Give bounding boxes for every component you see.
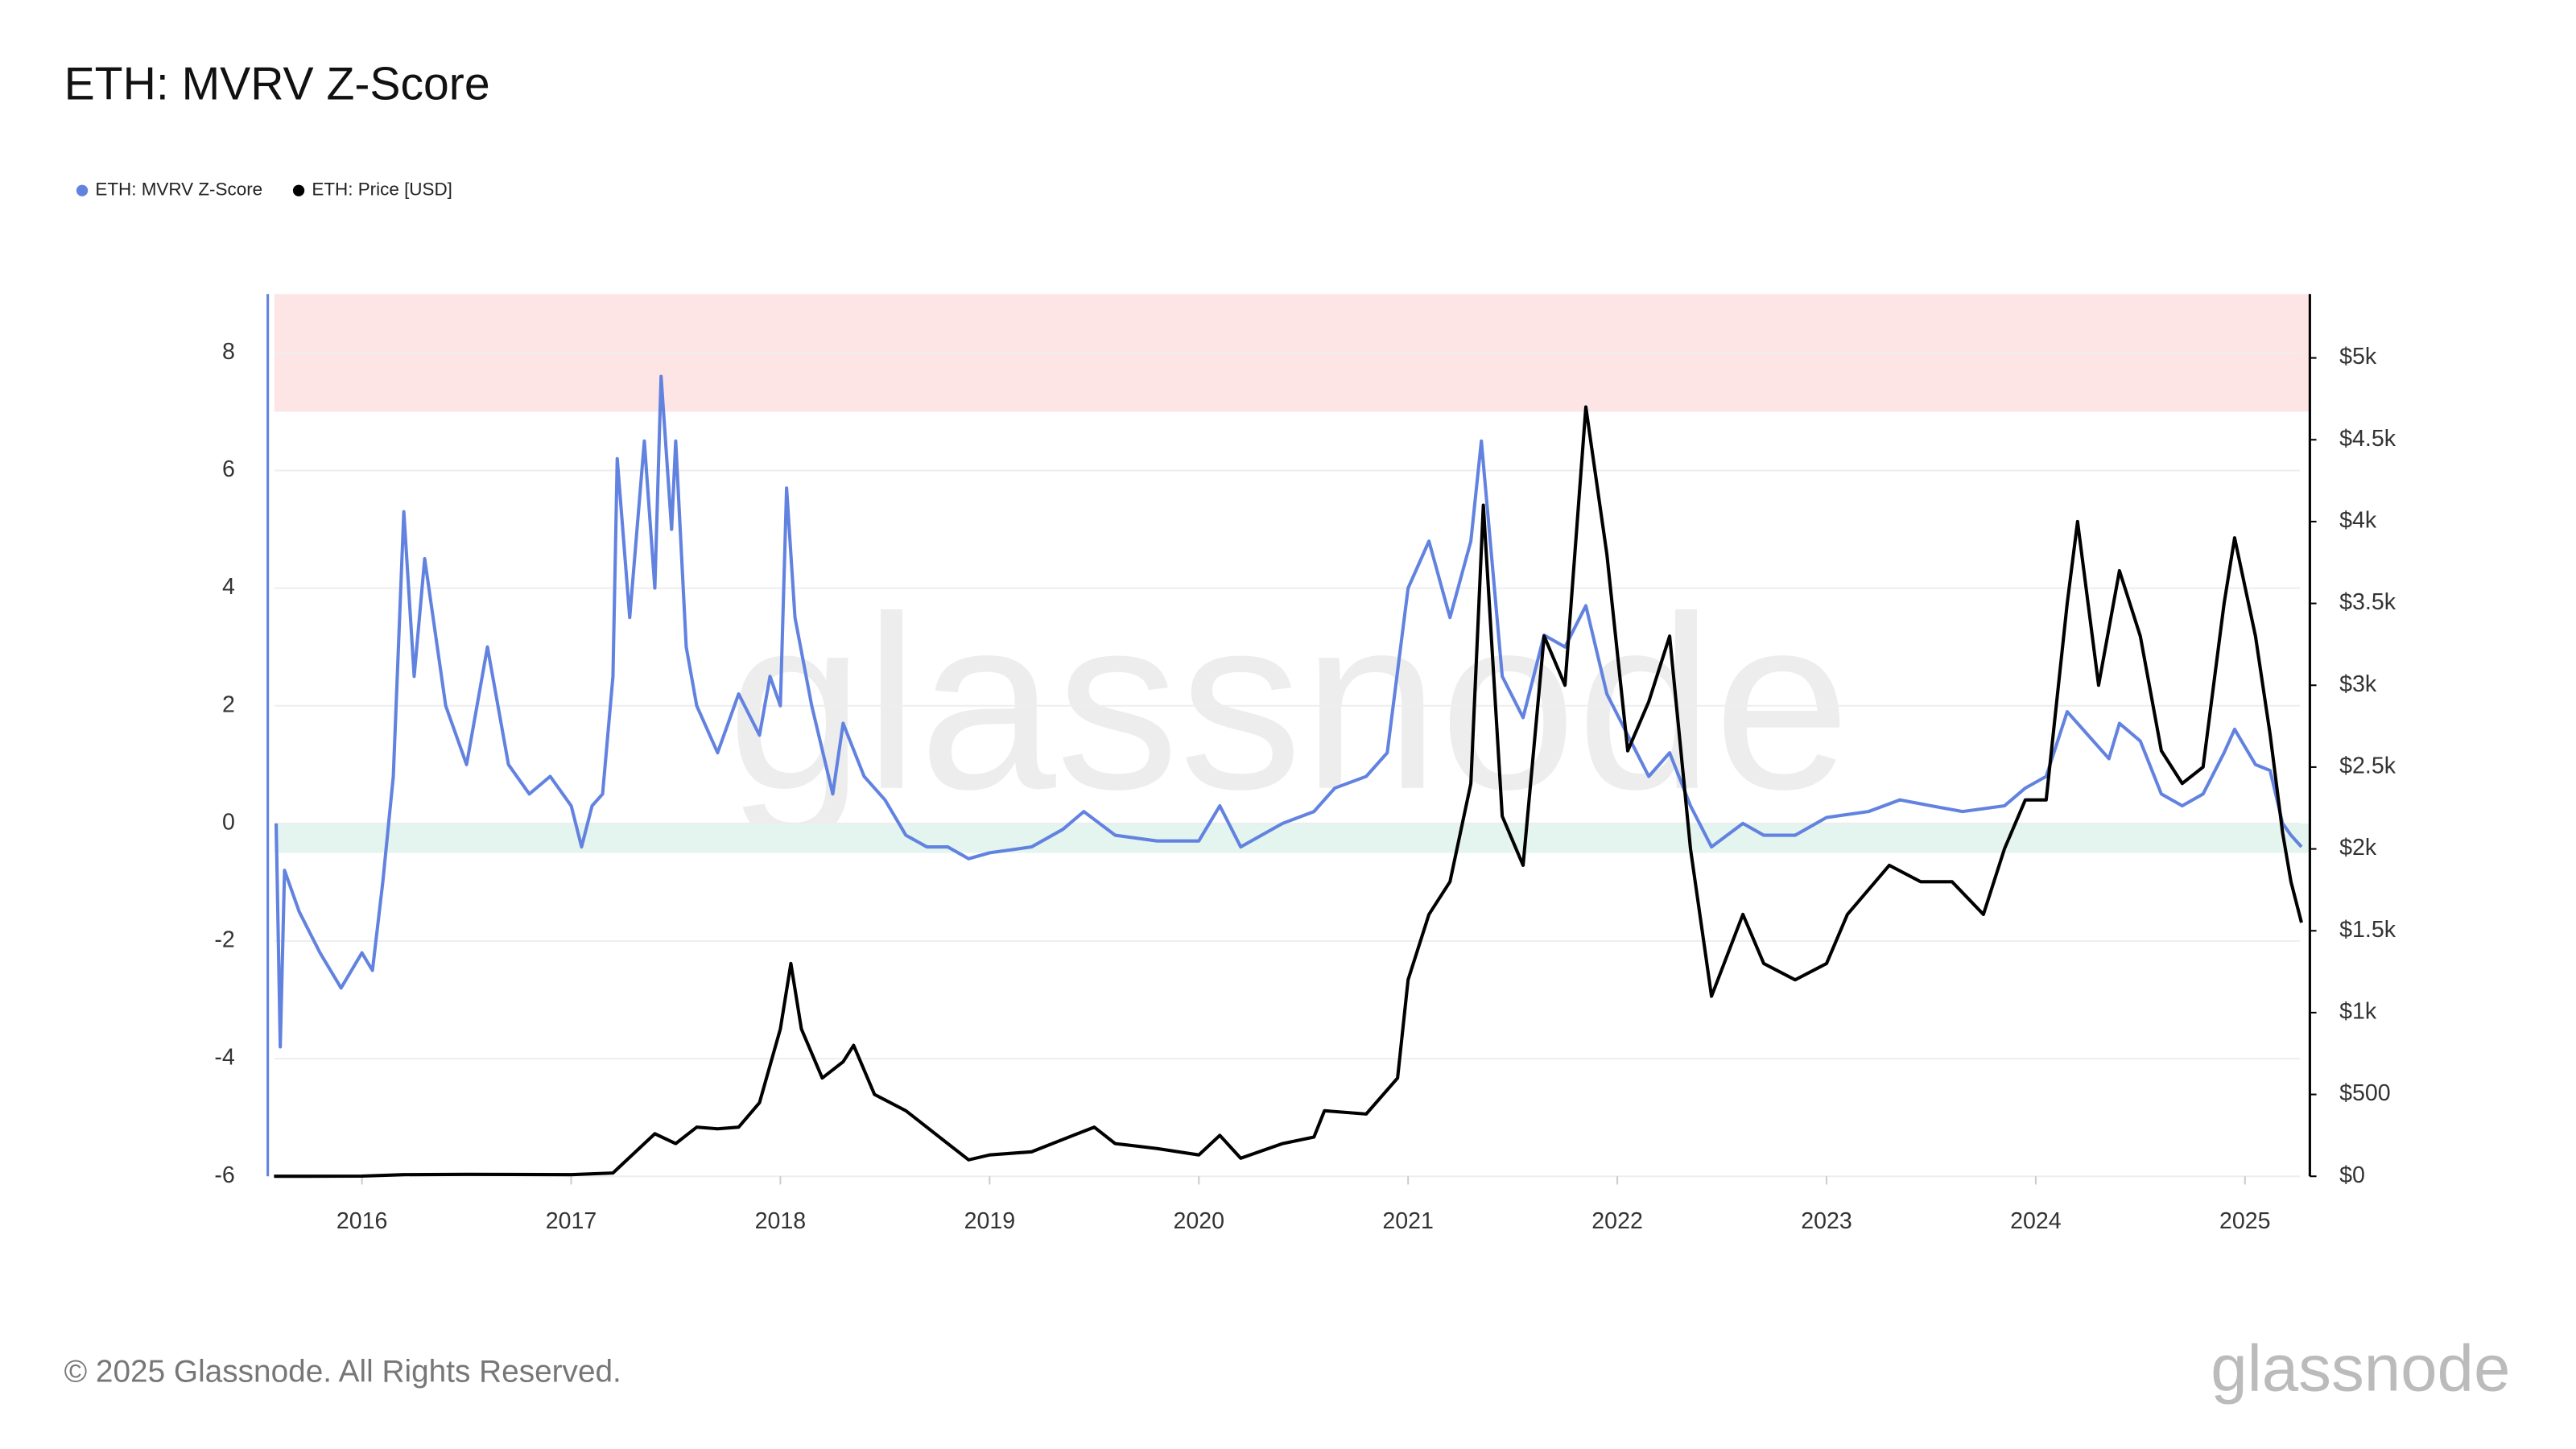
legend-marker: [292, 184, 305, 196]
y2-tick-label: $1k: [2339, 998, 2377, 1024]
x-tick-label: 2018: [755, 1208, 807, 1234]
y2-tick-label: $2k: [2339, 835, 2377, 861]
brand-logo: glassnode: [2211, 1332, 2510, 1406]
x-tick-label: 2016: [336, 1208, 388, 1234]
y-tick-label: 8: [222, 339, 235, 365]
legend-label: ETH: MVRV Z-Score: [95, 180, 262, 200]
chart-title: ETH: MVRV Z-Score: [64, 58, 490, 109]
zone-band: [274, 823, 2310, 853]
y-tick-label: 2: [222, 691, 235, 717]
y2-tick-label: $1.5k: [2339, 917, 2396, 943]
y2-tick-label: $0: [2339, 1162, 2365, 1188]
x-tick-label: 2017: [546, 1208, 597, 1234]
x-tick-label: 2021: [1382, 1208, 1434, 1234]
y-tick-label: -2: [214, 927, 234, 953]
y2-tick-label: $4.5k: [2339, 426, 2396, 452]
series-line: [274, 405, 2303, 1179]
y2-tick-label: $500: [2339, 1080, 2391, 1106]
legend-marker: [76, 184, 89, 196]
x-tick-label: 2020: [1173, 1208, 1224, 1234]
y-tick-label: 4: [222, 574, 235, 600]
y-tick-label: -4: [214, 1045, 235, 1071]
y-tick-label: 6: [222, 456, 235, 482]
x-tick-label: 2025: [2219, 1208, 2271, 1234]
y-tick-label: 0: [222, 809, 235, 835]
x-tick-label: 2022: [1591, 1208, 1643, 1234]
y2-tick-label: $4k: [2339, 507, 2377, 533]
y2-tick-label: $3k: [2339, 671, 2377, 697]
x-tick-label: 2023: [1801, 1208, 1852, 1234]
x-tick-label: 2024: [2010, 1208, 2062, 1234]
y2-tick-label: $2.5k: [2339, 753, 2396, 778]
y2-tick-label: $5k: [2339, 344, 2377, 369]
series-line: [275, 374, 2303, 1049]
legend-label: ETH: Price [USD]: [312, 180, 452, 200]
x-tick-label: 2019: [964, 1208, 1016, 1234]
y-tick-label: -6: [214, 1162, 234, 1188]
watermark: glassnode: [727, 565, 1851, 842]
y2-tick-label: $3.5k: [2339, 589, 2396, 615]
footer: © 2025 Glassnode. All Rights Reserved.: [64, 1354, 621, 1389]
